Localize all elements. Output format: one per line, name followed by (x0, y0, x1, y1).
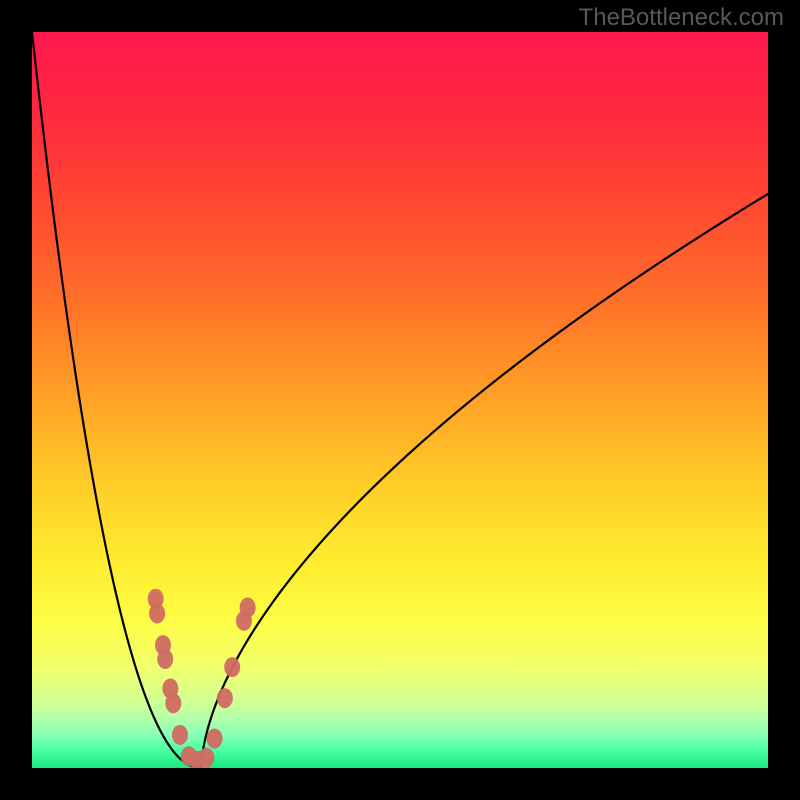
data-marker (149, 603, 165, 623)
gradient-background (32, 32, 768, 768)
data-marker (217, 688, 233, 708)
data-marker (198, 748, 214, 768)
data-marker (207, 729, 223, 749)
data-marker (172, 725, 188, 745)
chart-svg (0, 0, 800, 800)
stage: TheBottleneck.com (0, 0, 800, 800)
data-marker (224, 657, 240, 677)
data-marker (157, 649, 173, 669)
data-marker (165, 693, 181, 713)
data-marker (240, 598, 256, 618)
